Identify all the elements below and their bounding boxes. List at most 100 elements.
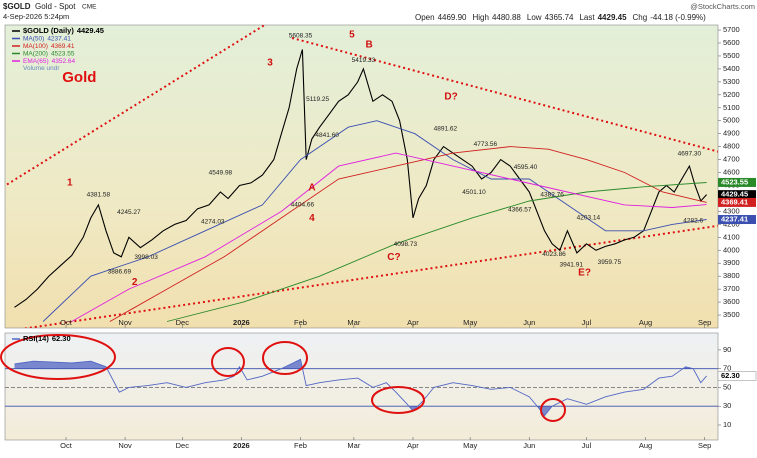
exchange: CME [82,4,97,11]
wave-label: 1 [67,178,73,189]
y-tick-label: 4800 [723,142,740,151]
price-annotation: 3886.69 [108,269,132,276]
price-annotation: 4023.86 [542,251,566,258]
rsi-plot [5,358,718,417]
y-tick-label: 4700 [723,155,740,164]
highlight [371,386,425,414]
chart-title: Gold [62,69,96,86]
quote-label: Open [415,13,435,22]
quote-label: Low [527,13,542,22]
x-tick-label: 2026 [233,441,250,450]
y-tick-label: 5100 [723,103,740,112]
legend-name: RSI(14) [23,334,49,343]
axis-tag [718,177,756,187]
x-tick-label: Jul [582,441,592,450]
trendline [291,37,718,153]
legend-value: 4237.41 [47,35,71,42]
wave-label: 4 [309,213,315,224]
price-annotation: 4841.60 [315,132,339,139]
x-tick-label: Feb [294,318,307,327]
wave-label: B [366,40,373,51]
x-tick-label: Sep [698,318,711,327]
wave-label: 2 [132,277,138,288]
x-tick-label: Nov [118,441,132,450]
legend-name: MA(100) [23,43,48,50]
y-tick-label: 90 [723,345,731,354]
series-line [109,146,707,322]
quote-value: 4429.45 [598,13,627,22]
price-annotation: 3959.75 [598,259,622,266]
wave-label: 5 [349,30,355,41]
quote: Open 4469.90 High 4480.88 Low 4365.74 Last 4429… [415,13,706,22]
price-annotation: 4891.62 [434,125,458,132]
price-annotation: 4282.6 [683,217,703,224]
highlight [211,347,245,377]
x-tick-label: Apr [407,318,419,327]
quote-value: -44.18 (-0.99%) [650,13,706,22]
legend-value: 4352.64 [52,58,76,65]
y-tick-label: 5300 [723,77,740,86]
price-annotation: 4501.10 [462,189,486,196]
symbol: $GOLD [3,2,31,11]
x-tick-label: Dec [176,318,190,327]
price-annotation: 4595.40 [514,164,538,171]
x-tick-label: Jun [523,318,535,327]
y-tick-label: 3500 [723,310,740,319]
price-annotation: 5419.33 [352,57,376,64]
quote-label: Chg [633,13,648,22]
y-tick-label: 70 [723,364,731,373]
axis-tag-label: 4523.55 [721,177,748,186]
series-line [42,120,707,322]
price-annotation: 4773.56 [474,141,498,148]
axis-tag-label: 4429.45 [721,190,748,199]
price-annotation: 4382.76 [540,191,564,198]
y-tick-label: 5600 [723,38,740,47]
price-annotation: 4697.30 [678,151,702,158]
rsi-panel [4,332,719,441]
price-plot [5,25,718,328]
price-annotation: 4203.14 [577,215,601,222]
legend-name: EMA(65) [23,58,49,65]
wave-label: E? [578,268,591,279]
y-tick-label: 5700 [723,25,740,34]
series-line [166,182,707,322]
trendline [21,224,718,328]
legend-entry: MA(200) 4523.55 [23,50,75,57]
x-tick-label: Oct [60,318,73,327]
legend-entry: MA(50) 4237.41 [23,35,71,42]
y-tick-label: 10 [723,420,731,429]
highlight [0,334,116,380]
legend-value: 4523.55 [51,50,75,57]
x-tick-label: Oct [60,441,73,450]
wave-label: A [308,183,315,194]
y-tick-label: 30 [723,401,731,410]
x-tick-label: Mar [347,441,360,450]
axis-tag [718,197,756,207]
y-tick-label: 50 [723,382,731,391]
x-tick-label: May [463,441,477,450]
price-annotation: 4274.03 [201,218,225,225]
legend-entry: RSI(14) 62.30 [23,334,71,343]
x-tick-label: Feb [294,441,307,450]
highlight [540,398,566,422]
trendline [5,25,267,187]
y-tick-label: 4300 [723,206,740,215]
price-annotation: 4381.58 [87,192,111,199]
wave-label: 3 [267,58,273,69]
legend-name: MA(200) [23,50,48,57]
quote-label: High [473,13,489,22]
x-tick-label: Aug [639,441,652,450]
y-tick-label: 3900 [723,258,740,267]
y-tick-label: 5000 [723,116,740,125]
price-annotation: 4098.73 [394,241,418,248]
price-annotation: 4366.57 [508,207,532,214]
wave-label: C? [387,252,400,263]
y-tick-label: 4000 [723,245,740,254]
price-annotation: 3941.91 [559,262,583,269]
legend-value: 62.30 [52,334,71,343]
volume-label: Volume undr [23,65,60,72]
legend-entry: $GOLD (Daily) 4429.45 [23,26,104,35]
wave-label: D? [444,92,457,103]
price-annotation: 4245.27 [117,209,141,216]
